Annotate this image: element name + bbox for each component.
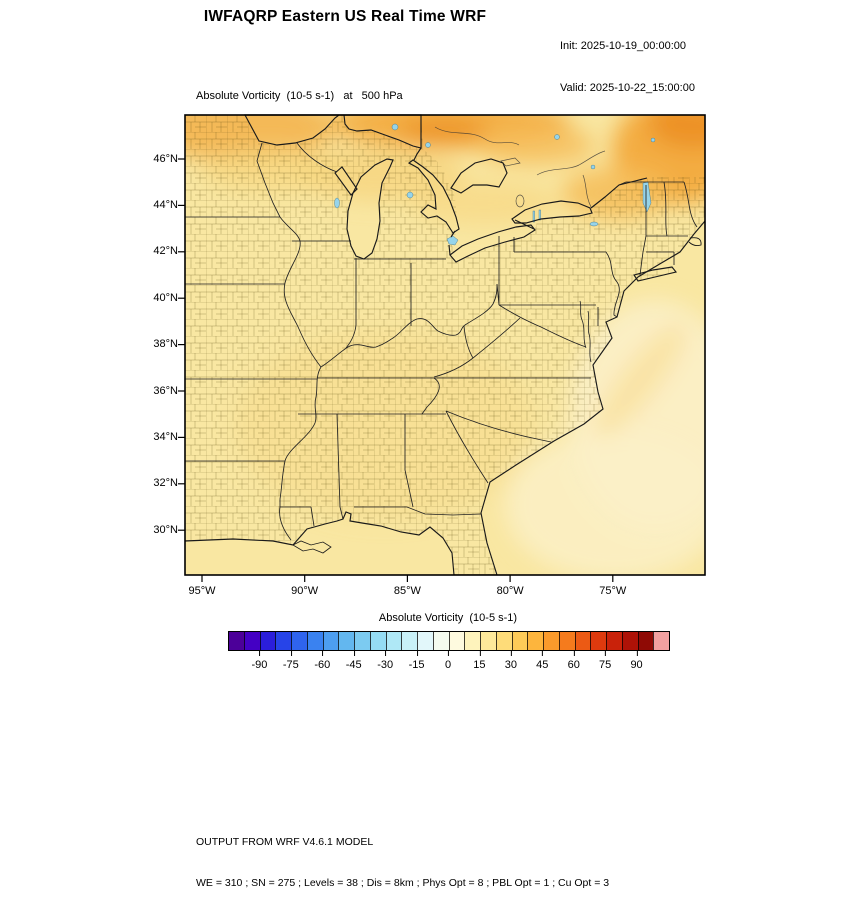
lat-tick-label: 32°N <box>153 477 178 490</box>
colorbar-cell <box>543 632 559 650</box>
small-lakes <box>334 123 656 246</box>
colorbar-tick-label: 75 <box>599 650 612 671</box>
colorbar-cell <box>385 632 402 650</box>
lat-axis: 46°N 44°N 42°N 40°N 38°N 36°N 34°N 32°N 30°N <box>130 0 178 850</box>
colorbar-tick-label: -30 <box>377 650 394 671</box>
run-metadata: Init: 2025-10-19_00:00:00 Valid: 2025-10… <box>560 11 695 109</box>
colorbar-cell <box>401 632 417 650</box>
colorbar-cell <box>590 632 606 650</box>
lat-tick-label: 36°N <box>153 384 178 397</box>
lon-axis: 95°W 90°W 85°W 80°W 75°W <box>0 585 850 601</box>
model-footer: OUTPUT FROM WRF V4.6.1 MODEL WE = 310 ; … <box>196 809 609 904</box>
colorbar-cell <box>259 632 276 650</box>
plot-subtitle: Absolute Vorticity (10-5 s-1) at 500 hPa <box>196 90 403 102</box>
lat-tick-label: 30°N <box>153 523 178 536</box>
vorticity-map <box>178 114 706 582</box>
state-borders <box>185 142 698 541</box>
colorbar-tick-label: 0 <box>444 650 452 671</box>
colorbar-cell <box>306 632 323 650</box>
colorbar-cell <box>495 632 512 650</box>
colorbar-cell <box>417 632 433 650</box>
colorbar-tick-label: -75 <box>282 650 299 671</box>
colorbar-cell <box>354 632 370 650</box>
colorbar-tick-label: 30 <box>504 650 517 671</box>
colorbar-cell <box>369 632 386 650</box>
colorbar-cell <box>511 632 528 650</box>
chesapeake-bay <box>579 300 592 363</box>
colorbar-tick-label: -45 <box>345 650 362 671</box>
colorbar-cell <box>275 632 291 650</box>
county-mesh <box>185 115 705 575</box>
lat-tick-label: 44°N <box>153 198 178 211</box>
map-panel <box>178 114 706 582</box>
footer-line1: OUTPUT FROM WRF V4.6.1 MODEL <box>196 836 374 848</box>
colorbar-cell <box>637 632 654 650</box>
colorbar-cell <box>527 632 543 650</box>
colorbar-cell <box>653 632 669 650</box>
colorbar-tick-label: 90 <box>630 650 643 671</box>
colorbar-cell <box>432 632 449 650</box>
page-title: IWFAQRP Eastern US Real Time WRF <box>203 8 487 25</box>
valid-time: Valid: 2025-10-22_15:00:00 <box>560 82 695 94</box>
map-frame <box>184 114 706 576</box>
lon-tick-label: 75°W <box>599 585 627 597</box>
init-time: Init: 2025-10-19_00:00:00 <box>560 40 686 52</box>
colorbar-cell <box>464 632 480 650</box>
colorbar-cell <box>322 632 339 650</box>
lon-tick-label: 80°W <box>496 585 524 597</box>
colorbar-cell <box>574 632 591 650</box>
colorbar-cell <box>606 632 622 650</box>
colorbar-tick-label: 15 <box>473 650 486 671</box>
canada-hydrography <box>434 126 606 208</box>
lat-tick-label: 42°N <box>153 245 178 258</box>
colorbar-cell <box>243 632 260 650</box>
colorbar-tick-label: -60 <box>314 650 331 671</box>
colorbar-cell <box>448 632 465 650</box>
colorbar-cell <box>291 632 307 650</box>
lon-tick-label: 95°W <box>188 585 216 597</box>
colorbar-tick-label: -90 <box>251 650 268 671</box>
colorbar-title: Absolute Vorticity (10-5 s-1) <box>378 612 518 624</box>
coastline <box>184 114 706 576</box>
lat-tick-label: 46°N <box>153 152 178 165</box>
colorbar-ticks: -90 -75 -60 -45 -30 -15 0 15 30 45 60 75 90 <box>0 650 850 673</box>
colorbar <box>228 631 670 651</box>
colorbar-tick-label: -15 <box>408 650 425 671</box>
colorbar-cell <box>480 632 496 650</box>
lon-tick-label: 90°W <box>291 585 319 597</box>
lat-tick-label: 34°N <box>153 430 178 443</box>
lat-tick-label: 38°N <box>153 338 178 351</box>
colorbar-cell <box>338 632 354 650</box>
colorbar-cell <box>621 632 638 650</box>
colorbar-tick-label: 45 <box>536 650 549 671</box>
colorbar-cell <box>229 632 244 650</box>
footer-line2: WE = 310 ; SN = 275 ; Levels = 38 ; Dis … <box>196 876 610 889</box>
lat-tick-label: 40°N <box>153 291 178 304</box>
lon-tick-label: 85°W <box>393 585 421 597</box>
colorbar-cell <box>558 632 575 650</box>
colorbar-tick-label: 60 <box>567 650 580 671</box>
axis-ticks <box>178 158 614 582</box>
